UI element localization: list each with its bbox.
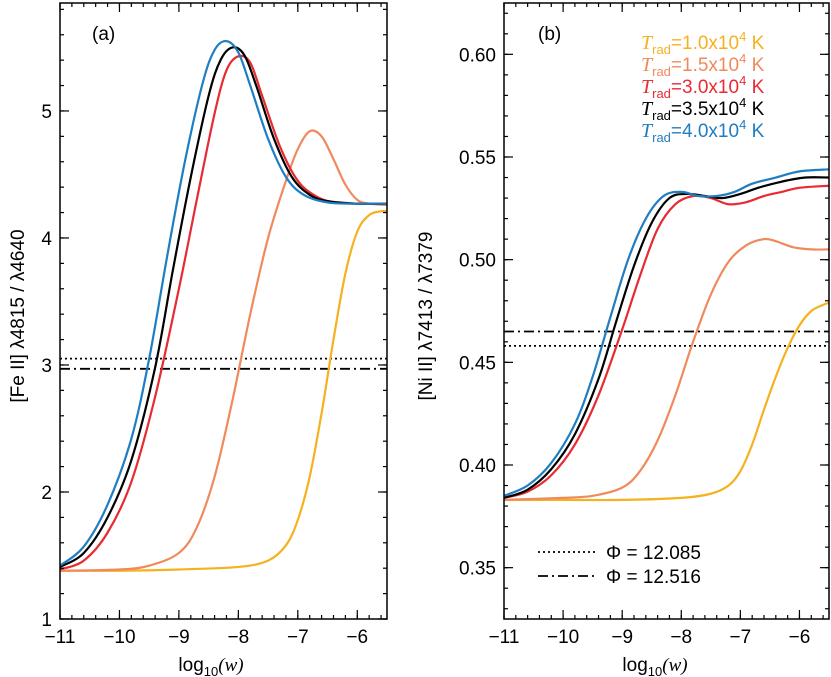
panel-a-series-line-1 [60, 129, 387, 572]
legend-entry: Trad=3.5x104 K [641, 95, 765, 123]
panel-b: (b) [Ni II] λ7413 / λ7379 log10(w) −11 −1… [416, 2, 830, 677]
panel-b-ytick-label: 0.60 [459, 45, 496, 66]
panel-b-series-line-1 [504, 237, 829, 502]
panel-a-ytick-label: 2 [41, 483, 52, 504]
panel-b-legend-phi: Φ = 12.085 Φ = 12.516 [538, 543, 701, 588]
panel-b-series-line-3 [504, 176, 829, 499]
panel-b-plot: −11 −10 −9 −8 −7 −6 0.35 0.40 0.45 0.50 0.55 0.60 Tr… [459, 2, 830, 648]
panel-a-series-line-2 [60, 54, 387, 571]
panel-b-xtick-label: −7 [730, 627, 752, 648]
panel-a-xlabel-sub: 10 [204, 664, 218, 677]
panel-a-plot: −11 −10 −9 −8 −7 −6 1 2 3 4 5 [41, 2, 388, 648]
panel-b-ytick-label: 0.35 [459, 559, 496, 580]
legend-T: T [641, 76, 654, 98]
panel-a: (a) [Fe II] λ4815 / λ4640 log10(w) −11 −1… [8, 2, 388, 677]
panel-a-xtick-label: −11 [45, 627, 76, 648]
panel-b-series-line-2 [504, 184, 829, 499]
panel-b-ytick-label: 0.45 [459, 353, 496, 374]
panel-b-label: (b) [538, 24, 561, 45]
panel-b-series-line-4 [504, 168, 829, 497]
legend-value: =4.0x10 [671, 121, 739, 142]
panel-a-xtick-label: −10 [103, 627, 135, 648]
legend-sub: rad [652, 130, 671, 145]
legend-unit: K [746, 55, 764, 76]
panel-a-series-line-4 [60, 39, 387, 567]
panel-b-xtick-label: −10 [547, 627, 579, 648]
legend-exp: 4 [739, 73, 746, 88]
panel-b-ytick-label: 0.55 [459, 148, 496, 169]
panel-a-label: (a) [92, 24, 115, 45]
legend-exp: 4 [739, 29, 746, 44]
panel-b-xlabel: log10(w) [622, 655, 687, 677]
legend-exp: 4 [739, 95, 746, 110]
panel-b-xlabel-sub: 10 [648, 664, 662, 677]
panel-b-frame [503, 2, 830, 620]
panel-b-xtick-label: −9 [611, 627, 633, 648]
panel-a-series-line-0 [60, 209, 387, 572]
legend-unit: K [746, 99, 764, 120]
panel-a-xtick-label: −9 [168, 627, 190, 648]
legend-sub: rad [652, 64, 671, 79]
panel-b-xlabel-arg: (w) [662, 655, 687, 676]
legend-phi-label: Φ = 12.516 [606, 567, 701, 588]
panel-a-xlabel-arg: (w) [218, 655, 243, 676]
legend-T: T [641, 98, 654, 120]
panel-a-ytick-label: 1 [41, 610, 52, 631]
legend-unit: K [746, 77, 764, 98]
panel-b-series-line-0 [504, 301, 829, 502]
legend-entry: Trad=1.5x104 K [641, 51, 765, 79]
panel-b-ylabel: [Ni II] λ7413 / λ7379 [416, 232, 437, 401]
panel-a-ytick-label: 3 [41, 356, 52, 377]
legend-entry: Trad=3.0x104 K [641, 73, 765, 101]
legend-value: =1.5x10 [671, 55, 739, 76]
legend-T: T [641, 54, 654, 76]
panel-a-xtick-label: −7 [287, 627, 309, 648]
panel-b-ytick-label: 0.40 [459, 456, 496, 477]
panel-a-frame [59, 2, 388, 620]
legend-unit: K [746, 121, 764, 142]
legend-exp: 4 [739, 51, 746, 66]
legend-T: T [641, 120, 654, 142]
panel-a-xlabel-prefix: log [178, 655, 203, 676]
panel-a-ytick-label: 4 [41, 229, 52, 250]
panel-a-xtick-label: −8 [228, 627, 250, 648]
panel-a-xtick-label: −6 [346, 627, 368, 648]
panel-a-series-group [60, 39, 387, 572]
panel-a-xlabel: log10(w) [178, 655, 243, 677]
legend-entry: Trad=1.0x104 K [641, 29, 765, 57]
legend-T: T [641, 32, 654, 54]
legend-sub: rad [652, 42, 671, 57]
panel-a-series-line-3 [60, 46, 387, 568]
legend-phi-label: Φ = 12.085 [606, 543, 701, 564]
legend-value: =3.0x10 [671, 77, 739, 98]
panel-b-ytick-label: 0.50 [459, 251, 496, 272]
legend-entry: Trad=4.0x104 K [641, 117, 765, 145]
panel-a-ylabel: [Fe II] λ4815 / λ4640 [8, 229, 29, 402]
legend-unit: K [746, 33, 764, 54]
legend-sub: rad [652, 108, 671, 123]
panel-a-ytick-label: 5 [41, 102, 52, 123]
legend-value: =3.5x10 [671, 99, 739, 120]
panel-b-xtick-label: −11 [489, 627, 520, 648]
legend-value: =1.0x10 [671, 33, 739, 54]
panel-b-xlabel-prefix: log [622, 655, 647, 676]
panel-b-xtick-label: −8 [670, 627, 692, 648]
panel-b-xtick-label: −6 [789, 627, 811, 648]
panel-b-series-group [504, 168, 829, 502]
legend-sub: rad [652, 86, 671, 101]
legend-exp: 4 [739, 117, 746, 132]
